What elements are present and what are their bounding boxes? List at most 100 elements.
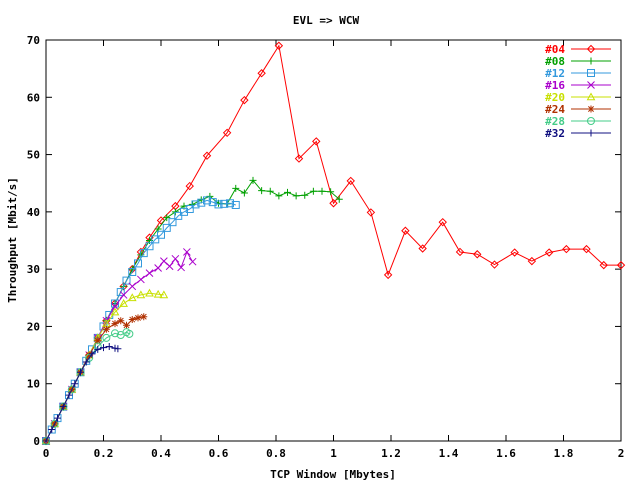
data-point bbox=[153, 289, 163, 298]
data-point bbox=[128, 268, 137, 277]
series-line bbox=[45, 44, 621, 442]
data-point bbox=[165, 262, 174, 271]
data-point bbox=[418, 244, 427, 253]
series-group bbox=[42, 176, 343, 445]
data-point bbox=[145, 242, 154, 251]
data-point bbox=[127, 293, 137, 302]
data-point bbox=[240, 189, 248, 197]
plot-frame bbox=[45, 39, 622, 442]
x-tick-label: 0.4 bbox=[151, 447, 171, 460]
x-axis-label: TCP Window [Mbytes] bbox=[270, 468, 396, 480]
legend-label: #12 bbox=[545, 67, 565, 80]
x-tick-label: 0.6 bbox=[209, 447, 229, 460]
legend-label: #20 bbox=[545, 91, 565, 104]
y-axis-label: Throughput [Mbit/s] bbox=[6, 177, 19, 303]
x-tick-label: 0.8 bbox=[266, 447, 286, 460]
legend-label: #04 bbox=[545, 43, 565, 56]
data-point bbox=[42, 437, 50, 445]
legend-marker bbox=[587, 105, 595, 113]
series-line bbox=[45, 292, 164, 442]
series-group bbox=[42, 248, 197, 445]
data-point bbox=[105, 342, 113, 350]
data-point bbox=[222, 128, 232, 138]
data-point bbox=[274, 41, 284, 50]
data-point bbox=[284, 188, 291, 196]
data-point bbox=[203, 196, 211, 205]
data-point bbox=[48, 426, 56, 434]
data-point bbox=[292, 192, 300, 200]
data-point bbox=[335, 195, 343, 203]
data-point bbox=[134, 314, 142, 322]
data-point bbox=[67, 385, 76, 394]
data-point bbox=[94, 345, 102, 353]
data-point bbox=[490, 260, 499, 269]
data-point bbox=[119, 298, 128, 307]
legend-label: #24 bbox=[545, 103, 565, 116]
data-point bbox=[202, 151, 212, 160]
data-point bbox=[77, 368, 84, 376]
data-point bbox=[110, 307, 120, 316]
data-point bbox=[125, 329, 134, 338]
data-point bbox=[197, 198, 206, 207]
data-point bbox=[136, 290, 146, 299]
x-tick-label: 1.8 bbox=[554, 447, 574, 460]
data-point bbox=[85, 351, 93, 359]
series-group bbox=[42, 328, 134, 445]
data-point bbox=[114, 345, 122, 353]
data-point bbox=[134, 259, 142, 268]
data-point bbox=[327, 188, 335, 196]
data-point bbox=[100, 344, 107, 352]
y-tick-label: 60 bbox=[27, 91, 40, 104]
x-tick-label: 1.4 bbox=[439, 447, 459, 460]
data-point bbox=[185, 204, 194, 213]
data-point bbox=[231, 200, 240, 209]
data-point bbox=[438, 217, 447, 227]
legend-label: #16 bbox=[545, 79, 565, 92]
data-point bbox=[128, 282, 137, 291]
data-point bbox=[111, 329, 119, 338]
data-point bbox=[301, 191, 309, 199]
y-tick-label: 0 bbox=[33, 435, 40, 448]
data-point bbox=[151, 235, 160, 244]
data-point bbox=[562, 244, 571, 254]
data-point bbox=[50, 419, 59, 428]
y-tick-label: 70 bbox=[27, 34, 40, 47]
data-point bbox=[123, 321, 130, 329]
y-tick-label: 40 bbox=[27, 206, 40, 219]
data-point bbox=[54, 414, 61, 422]
x-tick-label: 1.2 bbox=[381, 447, 401, 460]
data-point bbox=[249, 176, 257, 184]
data-point bbox=[59, 403, 67, 411]
data-point bbox=[171, 254, 180, 263]
data-point bbox=[257, 69, 266, 78]
series-line bbox=[45, 199, 236, 442]
data-point bbox=[318, 187, 326, 195]
data-point bbox=[139, 249, 148, 258]
legend-marker bbox=[587, 81, 595, 89]
data-point bbox=[128, 316, 136, 324]
x-tick-label: 0 bbox=[43, 447, 50, 460]
data-point bbox=[312, 137, 321, 146]
legend: #04#08#12#16#20#24#28#32 bbox=[545, 43, 611, 140]
data-point bbox=[177, 263, 185, 272]
data-point bbox=[122, 276, 131, 285]
data-point bbox=[401, 226, 410, 235]
data-point bbox=[294, 154, 304, 163]
y-tick-label: 30 bbox=[27, 263, 40, 276]
data-point bbox=[346, 176, 355, 186]
y-tick-label: 10 bbox=[27, 378, 40, 391]
legend-marker bbox=[587, 129, 595, 137]
data-point bbox=[185, 181, 194, 191]
data-point bbox=[168, 218, 177, 227]
data-point bbox=[85, 353, 94, 362]
data-point bbox=[258, 187, 266, 195]
legend-label: #28 bbox=[545, 115, 565, 128]
data-point bbox=[111, 344, 119, 352]
data-point bbox=[119, 291, 128, 299]
data-point bbox=[214, 200, 223, 209]
data-point bbox=[137, 275, 145, 284]
series-group bbox=[42, 196, 240, 445]
data-point bbox=[266, 187, 274, 195]
data-point bbox=[208, 198, 217, 207]
data-point bbox=[329, 199, 338, 208]
